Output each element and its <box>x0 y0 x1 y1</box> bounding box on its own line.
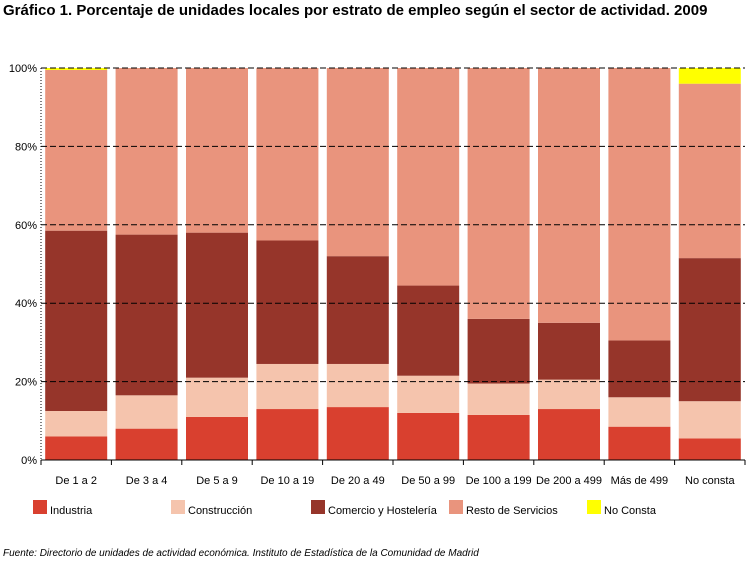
bar-segment <box>397 68 460 286</box>
bar-segment <box>115 395 178 429</box>
x-tick-label: De 1 a 2 <box>55 475 97 487</box>
x-tick-label: De 10 a 19 <box>260 475 314 487</box>
bar-segment <box>256 363 319 410</box>
y-tick-label: 0% <box>21 455 37 467</box>
bar-segment <box>115 428 178 460</box>
legend-swatch-resto-servicios <box>449 500 463 514</box>
bar-segment <box>467 68 530 319</box>
x-tick-label: No consta <box>685 475 735 487</box>
bar-segment <box>45 230 108 411</box>
y-tick-label: 40% <box>15 298 37 310</box>
bar-segment <box>256 68 319 241</box>
x-tick-label: De 200 a 499 <box>536 475 602 487</box>
bar-segment <box>608 68 671 341</box>
bar-segment <box>186 377 248 417</box>
legend-label-construccion: Construcción <box>188 505 253 517</box>
legend-label-comercio: Comercio y Hostelería <box>328 505 437 517</box>
bar-segment <box>678 258 741 402</box>
legend-label-no-consta: No Consta <box>604 505 656 517</box>
bar-segment <box>467 383 530 415</box>
legend-label-industria: Industria <box>50 505 93 517</box>
bar-segment <box>186 416 248 460</box>
legend-label-resto-servicios: Resto de Servicios <box>466 505 558 517</box>
bar-segment <box>186 232 248 378</box>
y-tick-label: 80% <box>15 141 37 153</box>
bar-segment <box>608 397 671 427</box>
bar-segment <box>467 318 530 384</box>
bar-segment <box>608 340 671 398</box>
bar-segment <box>186 68 248 233</box>
bar-segment <box>538 409 600 460</box>
bar-segment <box>397 285 460 376</box>
y-tick-label: 20% <box>15 377 37 389</box>
bar-segment <box>678 83 741 259</box>
bar-segment <box>538 379 600 410</box>
y-tick-label: 60% <box>15 220 37 232</box>
bar-segment <box>256 240 319 364</box>
legend-swatch-industria <box>33 500 47 514</box>
bar-segment <box>45 69 108 231</box>
x-tick-label: De 5 a 9 <box>196 475 238 487</box>
x-tick-label: De 3 a 4 <box>126 475 168 487</box>
chart-title: Gráfico 1. Porcentaje de unidades locale… <box>3 2 708 19</box>
bar-segment <box>467 414 530 460</box>
x-tick-label: De 100 a 199 <box>466 475 532 487</box>
bar-segment <box>678 438 741 460</box>
stacked-bar-chart: De 1 a 2 De 3 a 4 De 5 a 9 De 10 a 19 De 20 … <box>9 63 746 487</box>
bar-segment <box>45 411 108 437</box>
legend-swatch-comercio <box>311 500 325 514</box>
bar-segment <box>115 68 178 235</box>
bar-segment <box>326 256 389 364</box>
bar-segment <box>115 234 178 396</box>
bar-segment <box>326 363 389 408</box>
y-tick-label: 100% <box>9 63 37 75</box>
legend: Industria Construcción Comercio y Hostel… <box>0 500 748 522</box>
bar-segment <box>678 401 741 439</box>
bar-segment <box>326 407 389 460</box>
bar-segment <box>608 426 671 460</box>
x-tick-label: Más de 499 <box>611 475 668 487</box>
bar-segment <box>678 68 741 84</box>
source-note: Fuente: Directorio de unidades de activi… <box>3 548 479 559</box>
bar-segment <box>326 68 389 257</box>
legend-swatch-construccion <box>171 500 185 514</box>
legend-swatch-no-consta <box>587 500 601 514</box>
x-tick-label: De 50 a 99 <box>401 475 455 487</box>
bar-segment <box>538 322 600 380</box>
bar-segment <box>397 412 460 460</box>
bar-segment <box>538 68 600 323</box>
bar-segment <box>45 68 108 70</box>
bar-segment <box>45 436 108 460</box>
x-tick-label: De 20 a 49 <box>331 475 385 487</box>
bar-segment <box>256 409 319 460</box>
